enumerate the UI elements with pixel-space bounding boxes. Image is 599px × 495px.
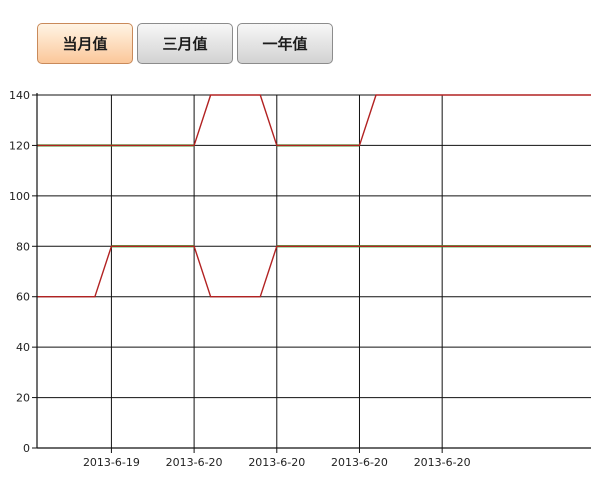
y-tick-label: 40: [16, 341, 30, 354]
tick-labels: 0 20 40 60 80 100 120 140 2013-6-19 2013-6-20 2013…: [9, 89, 471, 469]
x-tick-label: 2013-6-20: [166, 456, 223, 469]
y-tick-label: 100: [9, 190, 30, 203]
y-tick-label: 60: [16, 291, 30, 304]
series-1: [37, 94, 591, 147]
x-tick-label: 2013-6-19: [83, 456, 140, 469]
tab-one-year[interactable]: 一年值: [237, 23, 333, 64]
tab-current-month[interactable]: 当月值: [37, 23, 133, 64]
y-tick-label: 140: [9, 89, 30, 102]
grid: [37, 94, 591, 449]
series-line: [37, 245, 591, 298]
series-line: [37, 94, 591, 147]
y-tick-label: 80: [16, 240, 30, 253]
series-2: [37, 245, 591, 298]
period-tabs: 当月值 三月值 一年值: [37, 23, 333, 64]
x-tick-label: 2013-6-20: [248, 456, 305, 469]
series-layer: [37, 94, 591, 298]
x-tick-label: 2013-6-20: [414, 456, 471, 469]
axes: [32, 93, 591, 453]
x-tick-label: 2013-6-20: [331, 456, 388, 469]
y-tick-label: 0: [23, 442, 30, 455]
tab-three-months[interactable]: 三月值: [137, 23, 233, 64]
y-tick-label: 20: [16, 392, 30, 405]
y-tick-label: 120: [9, 139, 30, 152]
